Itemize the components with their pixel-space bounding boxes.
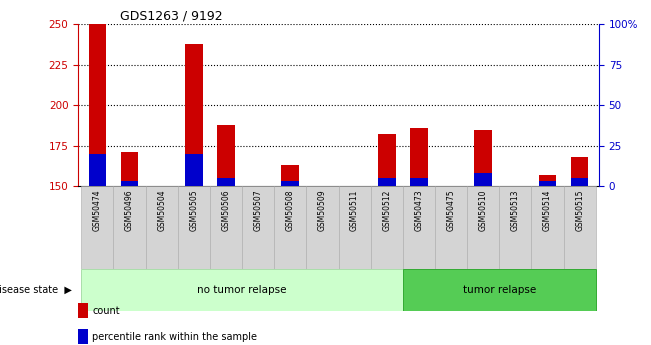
Bar <box>571 178 589 186</box>
Bar <box>378 178 396 186</box>
Bar <box>435 186 467 269</box>
Text: GSM50504: GSM50504 <box>157 190 166 231</box>
Text: disease state  ▶: disease state ▶ <box>0 285 72 295</box>
Bar <box>571 157 589 186</box>
Text: GSM50505: GSM50505 <box>189 190 199 231</box>
Bar <box>467 186 499 269</box>
Text: GSM50506: GSM50506 <box>221 190 230 231</box>
Bar <box>370 186 403 269</box>
Text: tumor relapse: tumor relapse <box>463 285 536 295</box>
Bar <box>120 152 139 186</box>
Bar <box>81 269 403 310</box>
Bar <box>410 178 428 186</box>
Text: GSM50511: GSM50511 <box>350 190 359 231</box>
Text: GSM50510: GSM50510 <box>478 190 488 231</box>
Bar <box>475 173 492 186</box>
Text: GSM50507: GSM50507 <box>254 190 262 231</box>
Bar <box>178 186 210 269</box>
Bar <box>403 269 596 310</box>
Text: GSM50515: GSM50515 <box>575 190 584 231</box>
Text: GSM50514: GSM50514 <box>543 190 552 231</box>
Text: GSM50473: GSM50473 <box>415 190 423 231</box>
Bar <box>307 186 339 269</box>
Bar <box>531 186 564 269</box>
Bar <box>538 181 557 186</box>
Bar <box>146 186 178 269</box>
Bar <box>475 129 492 186</box>
Bar <box>499 186 531 269</box>
Bar <box>378 135 396 186</box>
Text: GSM50513: GSM50513 <box>511 190 520 231</box>
Bar <box>89 24 106 186</box>
Bar <box>185 43 202 186</box>
Bar <box>113 186 146 269</box>
Text: GSM50496: GSM50496 <box>125 190 134 231</box>
Bar <box>120 181 139 186</box>
Text: GDS1263 / 9192: GDS1263 / 9192 <box>120 10 223 23</box>
Bar <box>210 186 242 269</box>
Bar <box>281 165 299 186</box>
Bar <box>217 178 235 186</box>
Text: no tumor relapse: no tumor relapse <box>197 285 287 295</box>
Bar <box>339 186 370 269</box>
Bar <box>242 186 274 269</box>
Text: GSM50512: GSM50512 <box>382 190 391 231</box>
Bar <box>538 175 557 186</box>
Bar <box>81 186 113 269</box>
Bar <box>274 186 307 269</box>
Bar <box>410 128 428 186</box>
Bar <box>185 154 202 186</box>
Bar <box>281 181 299 186</box>
Text: count: count <box>92 306 120 316</box>
Bar <box>403 186 435 269</box>
Bar <box>564 186 596 269</box>
Bar <box>217 125 235 186</box>
Text: GSM50475: GSM50475 <box>447 190 456 231</box>
Text: percentile rank within the sample: percentile rank within the sample <box>92 332 257 342</box>
Text: GSM50474: GSM50474 <box>93 190 102 231</box>
Text: GSM50508: GSM50508 <box>286 190 295 231</box>
Bar <box>89 154 106 186</box>
Text: GSM50509: GSM50509 <box>318 190 327 231</box>
